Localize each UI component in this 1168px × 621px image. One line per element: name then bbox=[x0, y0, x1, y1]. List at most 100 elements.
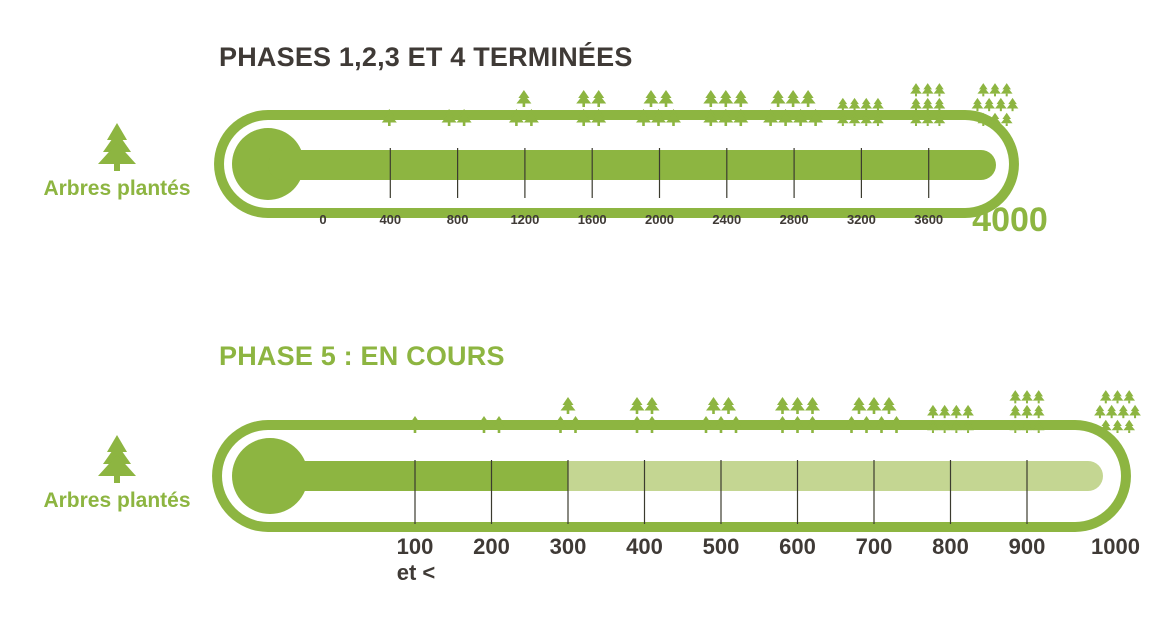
tree-icon bbox=[860, 97, 873, 112]
tree-icon bbox=[989, 112, 1001, 126]
tick-label: 0 bbox=[319, 212, 326, 227]
tree-icon bbox=[703, 109, 719, 126]
tree-icon bbox=[713, 416, 729, 433]
tree-icon bbox=[576, 90, 592, 107]
tree-cluster bbox=[476, 416, 507, 433]
tree-icon bbox=[560, 397, 576, 414]
tick-label: 700 bbox=[856, 534, 893, 559]
thermometer-1-tree-groups bbox=[381, 83, 1019, 126]
thermometer-2-fill bbox=[232, 438, 1103, 514]
tree-icon bbox=[644, 416, 660, 433]
tree-icon bbox=[793, 109, 809, 126]
tree-cluster bbox=[576, 90, 607, 126]
tick-label: 2800 bbox=[780, 212, 809, 227]
tree-icon bbox=[381, 109, 397, 126]
tree-icon bbox=[728, 416, 744, 433]
tree-icon bbox=[1111, 419, 1124, 433]
tree-cluster bbox=[844, 397, 904, 433]
tree-icon bbox=[848, 112, 861, 126]
tree-icon bbox=[977, 112, 990, 126]
phases-1-4-title: PHASES 1,2,3 ET 4 TERMINÉES bbox=[219, 41, 633, 72]
tree-icon bbox=[629, 416, 645, 433]
progress-bar bbox=[268, 150, 996, 180]
tree-icon bbox=[698, 416, 714, 433]
tree-cluster bbox=[910, 83, 946, 126]
tree-icon bbox=[666, 109, 681, 126]
tree-icon bbox=[508, 109, 524, 126]
tree-icon bbox=[933, 112, 946, 126]
tree-icon bbox=[1006, 97, 1019, 112]
tree-icon bbox=[1021, 404, 1033, 419]
tree-icon bbox=[859, 416, 874, 433]
tick-label: 2400 bbox=[712, 212, 741, 227]
tick-label: 800 bbox=[447, 212, 469, 227]
thermometer-2-ticks bbox=[414, 460, 1028, 524]
thermometer-1-tick-labels: 0 400 800 1200 1600 2000 2400 2800 3200 3600 bbox=[319, 212, 943, 227]
tree-cluster bbox=[381, 109, 397, 126]
tree-icon bbox=[844, 416, 859, 433]
tree-icon bbox=[718, 90, 734, 107]
final-total-label: 4000 bbox=[972, 201, 1048, 239]
tree-icon bbox=[456, 109, 472, 126]
tree-icon bbox=[718, 109, 734, 126]
tree-icon bbox=[971, 97, 984, 112]
tree-icon bbox=[1000, 112, 1013, 126]
tree-icon bbox=[523, 109, 539, 126]
tree-icon bbox=[921, 97, 934, 112]
tree-icon bbox=[848, 97, 861, 112]
tree-icon bbox=[790, 397, 805, 414]
tree-icon bbox=[837, 112, 849, 126]
tree-icon bbox=[977, 83, 990, 97]
tree-icon bbox=[644, 397, 660, 414]
tree-icon bbox=[805, 416, 820, 433]
tick-label: 500 bbox=[703, 534, 740, 559]
tree-icon bbox=[770, 90, 786, 107]
tree-icon bbox=[1021, 419, 1033, 433]
tree-cluster bbox=[703, 90, 749, 126]
tree-icon bbox=[1032, 390, 1045, 404]
tick-label: 1200 bbox=[510, 212, 539, 227]
tree-icon bbox=[851, 397, 867, 414]
tree-icon bbox=[1021, 390, 1033, 404]
tree-cluster bbox=[763, 90, 824, 126]
tree-icon bbox=[910, 97, 922, 112]
tree-icon bbox=[658, 90, 674, 107]
tree-icon bbox=[983, 97, 995, 112]
tree-icon bbox=[881, 397, 897, 414]
tree-icon bbox=[921, 83, 934, 97]
tree-icon bbox=[516, 90, 532, 107]
tree-icon bbox=[910, 112, 922, 126]
tick-label: 200 bbox=[473, 534, 510, 559]
tick-label: 400 bbox=[626, 534, 663, 559]
tree-icon bbox=[706, 397, 721, 414]
tick-label: 100 bbox=[397, 534, 434, 559]
thermometer-2-tree-groups bbox=[407, 390, 1141, 433]
tree-icon bbox=[1111, 390, 1124, 404]
thermometer-1-ticks bbox=[389, 148, 930, 198]
tree-icon bbox=[808, 109, 824, 126]
tree-icon bbox=[962, 419, 974, 433]
phase-5-panel: PHASE 5 : EN COURS Arbres plantés 100 200… bbox=[43, 341, 1141, 585]
tree-icon bbox=[938, 404, 951, 419]
tick-label: 3600 bbox=[914, 212, 943, 227]
tree-icon bbox=[995, 97, 1007, 112]
progress-bar bbox=[268, 461, 568, 491]
tree-cluster bbox=[1009, 390, 1045, 433]
tree-icon bbox=[889, 416, 904, 433]
tree-cluster bbox=[698, 397, 744, 433]
tick-label: 3200 bbox=[847, 212, 876, 227]
tree-icon bbox=[763, 109, 779, 126]
tree-icon bbox=[989, 83, 1001, 97]
tree-icon bbox=[921, 112, 934, 126]
tree-icon bbox=[790, 416, 805, 433]
thermometer-1-fill bbox=[232, 128, 996, 200]
tree-icon bbox=[872, 112, 884, 126]
arbres-plantes-label: Arbres plantés bbox=[43, 177, 190, 200]
tree-cluster bbox=[636, 90, 681, 126]
tick-label: 2000 bbox=[645, 212, 674, 227]
tree-icon bbox=[576, 109, 592, 126]
tree-icon bbox=[950, 404, 963, 419]
tree-icon bbox=[1032, 404, 1045, 419]
tree-icon bbox=[805, 397, 820, 414]
